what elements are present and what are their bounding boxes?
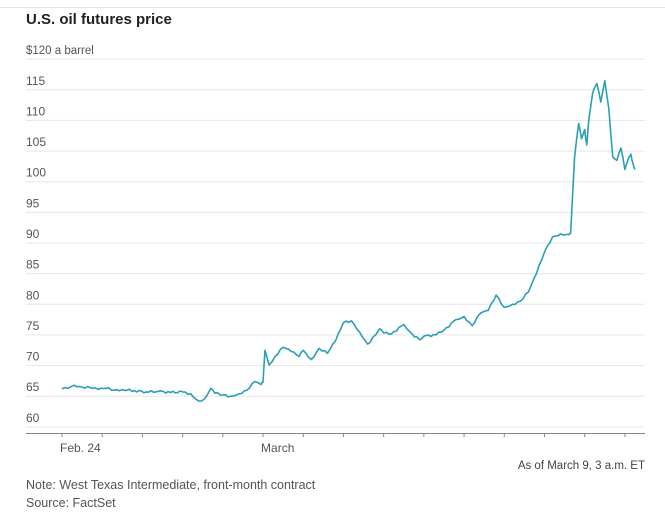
y-tick-label-60: 60 <box>26 411 40 425</box>
chart-note: Note: West Texas Intermediate, front-mon… <box>26 478 316 492</box>
x-tick-label-march: March <box>261 441 294 455</box>
y-tick-label-80: 80 <box>26 288 40 302</box>
chart-source: Source: FactSet <box>26 496 116 510</box>
y-tick-label-95: 95 <box>26 196 40 210</box>
top-rule <box>0 7 665 8</box>
y-tick-label-120: $120 a barrel <box>26 45 94 57</box>
y-tick-label-115: 115 <box>26 74 45 88</box>
y-tick-label-100: 100 <box>26 166 46 180</box>
x-tick-label-feb-24: Feb. 24 <box>60 441 101 455</box>
y-tick-label-65: 65 <box>26 380 40 394</box>
y-tick-label-105: 105 <box>26 135 46 149</box>
series-line-0 <box>61 79 636 402</box>
y-tick-label-85: 85 <box>26 258 40 272</box>
y-tick-label-110: 110 <box>26 104 45 118</box>
y-tick-label-75: 75 <box>26 319 40 333</box>
as-of-label: As of March 9, 3 a.m. ET <box>517 460 645 472</box>
y-tick-label-90: 90 <box>26 227 40 241</box>
chart-title: U.S. oil futures price <box>26 11 172 28</box>
y-tick-label-70: 70 <box>26 350 40 364</box>
